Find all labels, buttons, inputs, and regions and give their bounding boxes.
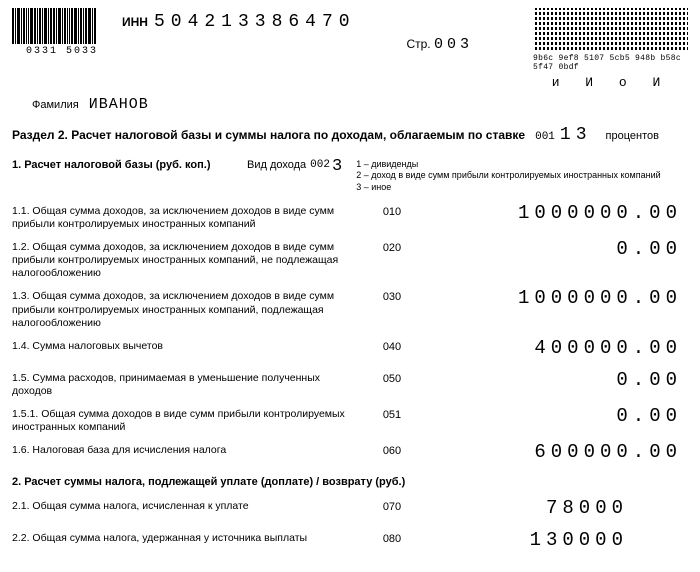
checkboxes: и И о И — [552, 75, 670, 90]
surname-value: ИВАНОВ — [89, 96, 149, 113]
header: 0331 5033 ИНН 504213386470 Стр. 003 9b6c… — [12, 8, 688, 90]
row-value: 0.00 — [417, 405, 688, 427]
sub1-title: 1. Расчет налоговой базы (руб. коп.) — [12, 159, 247, 171]
row-code: 010 — [367, 205, 417, 218]
inn-label: ИНН — [122, 15, 148, 29]
row-desc: 2.2. Общая сумма налога, удержанная у ис… — [12, 532, 367, 545]
table-row: 1.6. Налоговая база для исчисления налог… — [12, 444, 688, 466]
row-code: 040 — [367, 340, 417, 353]
subsection2-title: 2. Расчет суммы налога, подлежащей уплат… — [12, 476, 688, 488]
row-value: 130000 — [417, 529, 688, 551]
row-value: 78000 — [417, 497, 688, 519]
row-desc: 1.6. Налоговая база для исчисления налог… — [12, 444, 367, 457]
table-row: 1.2. Общая сумма доходов, за исключением… — [12, 241, 688, 280]
row-code: 080 — [367, 532, 417, 545]
row-desc: 1.5. Сумма расходов, принимаемая в умень… — [12, 372, 367, 398]
row-desc: 1.5.1. Общая сумма доходов в виде сумм п… — [12, 408, 367, 434]
subsection1: 1. Расчет налоговой базы (руб. коп.) Вид… — [12, 159, 688, 193]
table-row: 1.1. Общая сумма доходов, за исключением… — [12, 205, 688, 231]
inn-value: 504213386470 — [154, 12, 356, 32]
row-value: 600000.00 — [417, 441, 688, 463]
table-row: 1.3. Общая сумма доходов, за исключением… — [12, 290, 688, 329]
vid-legend: 1 – дивиденды 2 – доход в виде сумм приб… — [356, 159, 660, 193]
table-row: 1.4. Сумма налоговых вычетов 040 400000.… — [12, 340, 688, 362]
surname-label: Фамилия — [32, 99, 79, 111]
barcode-lines — [12, 8, 112, 44]
table-row: 2.1. Общая сумма налога, исчисленная к у… — [12, 500, 688, 522]
row-value: 1000000.00 — [417, 287, 688, 309]
matrix-barcode — [533, 8, 688, 52]
section2-title: Раздел 2. Расчет налоговой базы и суммы … — [12, 128, 525, 142]
vid-label: Вид дохода — [247, 159, 306, 171]
barcode-right: 9b6c 9ef8 5107 5cb5 948b b58c 5f47 0bdf … — [533, 8, 688, 90]
row-code: 050 — [367, 372, 417, 385]
section2-header: Раздел 2. Расчет налоговой базы и суммы … — [12, 125, 688, 145]
barcode-hash: 9b6c 9ef8 5107 5cb5 948b b58c 5f47 0bdf — [533, 54, 688, 72]
table-row: 2.2. Общая сумма налога, удержанная у ис… — [12, 532, 688, 554]
row-code: 020 — [367, 241, 417, 254]
row-code: 070 — [367, 500, 417, 513]
row-code: 030 — [367, 290, 417, 303]
section2-rate: 13 — [560, 125, 592, 145]
row-code: 060 — [367, 444, 417, 457]
barcode-left-numbers: 0331 5033 — [26, 46, 98, 57]
row-code: 051 — [367, 408, 417, 421]
row-desc: 1.1. Общая сумма доходов, за исключением… — [12, 205, 367, 231]
inn-block: ИНН 504213386470 Стр. 003 — [122, 8, 523, 53]
table-row: 1.5.1. Общая сумма доходов в виде сумм п… — [12, 408, 688, 434]
surname-row: Фамилия ИВАНОВ — [32, 96, 688, 113]
row-desc: 2.1. Общая сумма налога, исчисленная к у… — [12, 500, 367, 513]
table-row: 1.5. Сумма расходов, принимаемая в умень… — [12, 372, 688, 398]
vid-value: 3 — [332, 157, 342, 176]
section2-pct: процентов — [606, 130, 659, 142]
row-desc: 1.4. Сумма налоговых вычетов — [12, 340, 367, 353]
row-value: 0.00 — [417, 238, 688, 260]
vid-code: 002 — [310, 159, 330, 171]
row-desc: 1.3. Общая сумма доходов, за исключением… — [12, 290, 367, 329]
barcode-left: 0331 5033 — [12, 8, 112, 57]
row-desc: 1.2. Общая сумма доходов, за исключением… — [12, 241, 367, 280]
section2-code: 001 — [535, 131, 555, 143]
page-value: 003 — [434, 36, 473, 53]
row-value: 0.00 — [417, 369, 688, 391]
row-value: 400000.00 — [417, 337, 688, 359]
row-value: 1000000.00 — [417, 202, 688, 224]
page-label: Стр. — [406, 37, 430, 51]
